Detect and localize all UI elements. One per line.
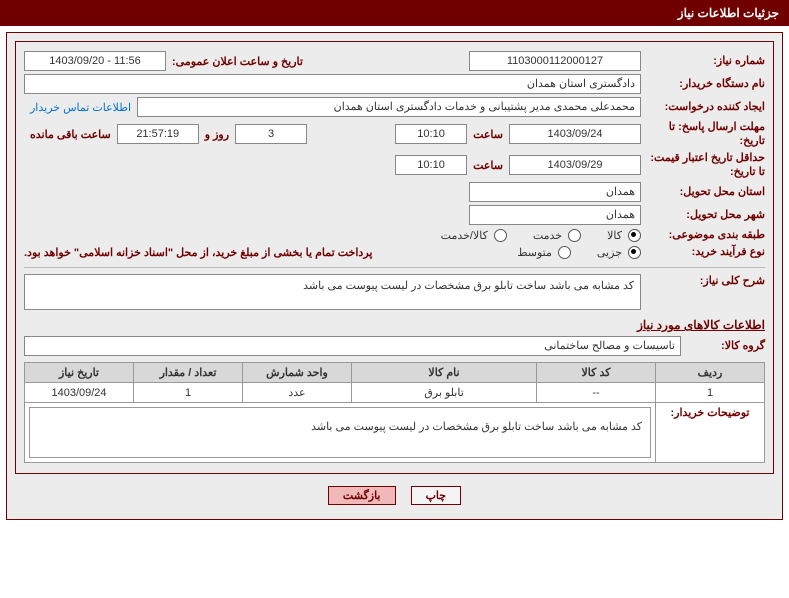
field-announce-dt: 1403/09/20 - 11:56: [24, 51, 166, 71]
th-qty: تعداد / مقدار: [134, 363, 243, 383]
field-group: تاسیسات و مصالح ساختمانی: [24, 336, 681, 356]
th-row: ردیف: [656, 363, 765, 383]
cell-qty: 1: [134, 383, 243, 403]
label-hour-1: ساعت: [467, 128, 509, 141]
label-announce-dt: تاریخ و ساعت اعلان عمومی:: [166, 55, 309, 68]
radio-label-kala-khedmat: کالا/خدمت: [441, 229, 488, 242]
field-deadline-time: 10:10: [395, 124, 467, 144]
radio-group-purchase: جزیی متوسط: [517, 246, 641, 259]
radio-label-jozi: جزیی: [597, 246, 622, 259]
radio-kala-khedmat[interactable]: [494, 229, 507, 242]
field-deadline-date: 1403/09/24: [509, 124, 641, 144]
label-description: شرح کلی نیاز:: [641, 274, 765, 288]
field-validity-time: 10:10: [395, 155, 467, 175]
field-buyer-notes: کد مشابه می باشد ساخت تابلو برق مشخصات د…: [29, 407, 651, 458]
label-buyer-notes: توضیحات خریدار:: [656, 403, 765, 463]
page-title: جزئیات اطلاعات نیاز: [678, 6, 779, 20]
page-header: جزئیات اطلاعات نیاز: [0, 0, 789, 26]
desc-row: توضیحات خریدار: کد مشابه می باشد ساخت تا…: [25, 403, 765, 463]
label-requester: ایجاد کننده درخواست:: [641, 100, 765, 114]
cell-name: تابلو برق: [352, 383, 537, 403]
label-need-no: شماره نیاز:: [641, 54, 765, 68]
th-name: نام کالا: [352, 363, 537, 383]
inner-panel: شماره نیاز: 1103000112000127 تاریخ و ساع…: [15, 41, 774, 474]
label-days-and: روز و: [199, 128, 235, 141]
table-row: 1 -- تابلو برق عدد 1 1403/09/24: [25, 383, 765, 403]
radio-kala[interactable]: [628, 229, 641, 242]
label-hour-2: ساعت: [467, 159, 509, 172]
radio-khedmat[interactable]: [568, 229, 581, 242]
th-need-date: تاریخ نیاز: [25, 363, 134, 383]
label-purchase-type: نوع فرآیند خرید:: [641, 245, 765, 259]
label-remaining: ساعت باقی مانده: [24, 128, 117, 141]
field-province: همدان: [469, 182, 641, 202]
radio-motavasset[interactable]: [558, 246, 571, 259]
divider: [24, 267, 765, 268]
field-buyer-org: دادگستری استان همدان: [24, 74, 641, 94]
radio-group-subject: کالا خدمت کالا/خدمت: [441, 229, 641, 242]
th-unit: واحد شمارش: [243, 363, 352, 383]
items-table: ردیف کد کالا نام کالا واحد شمارش تعداد /…: [24, 362, 765, 463]
field-time-remaining: 21:57:19: [117, 124, 199, 144]
label-subject-class: طبقه بندی موضوعی:: [641, 228, 765, 242]
link-buyer-contact[interactable]: اطلاعات تماس خریدار: [24, 101, 137, 114]
label-deadline: مهلت ارسال پاسخ: تا تاریخ:: [641, 120, 765, 148]
field-requester: محمدعلی محمدی مدیر پشتیبانی و خدمات دادگ…: [137, 97, 641, 117]
field-validity-date: 1403/09/29: [509, 155, 641, 175]
cell-need-date: 1403/09/24: [25, 383, 134, 403]
field-description: کد مشابه می باشد ساخت تابلو برق مشخصات د…: [24, 274, 641, 310]
cell-row: 1: [656, 383, 765, 403]
outer-panel: شماره نیاز: 1103000112000127 تاریخ و ساع…: [6, 32, 783, 520]
cell-code: --: [537, 383, 656, 403]
back-button[interactable]: بازگشت: [328, 486, 396, 505]
radio-label-khedmat: خدمت: [533, 229, 562, 242]
radio-label-kala: کالا: [607, 229, 622, 242]
cell-unit: عدد: [243, 383, 352, 403]
label-group: گروه کالا:: [681, 339, 765, 353]
th-code: کد کالا: [537, 363, 656, 383]
field-city: همدان: [469, 205, 641, 225]
label-validity: حداقل تاریخ اعتبار قیمت: تا تاریخ:: [641, 151, 765, 179]
label-buyer-org: نام دستگاه خریدار:: [641, 77, 765, 91]
label-province: استان محل تحویل:: [641, 185, 765, 199]
print-button[interactable]: چاپ: [411, 486, 462, 505]
radio-label-motavasset: متوسط: [517, 246, 552, 259]
field-days-remaining: 3: [235, 124, 307, 144]
payment-note: پرداخت تمام یا بخشی از مبلغ خرید، از محل…: [24, 246, 380, 259]
field-need-no: 1103000112000127: [469, 51, 641, 71]
radio-jozi[interactable]: [628, 246, 641, 259]
button-row: چاپ بازگشت: [15, 486, 774, 505]
label-city: شهر محل تحویل:: [641, 208, 765, 222]
section-items-title: اطلاعات کالاهای مورد نیاز: [24, 318, 765, 332]
